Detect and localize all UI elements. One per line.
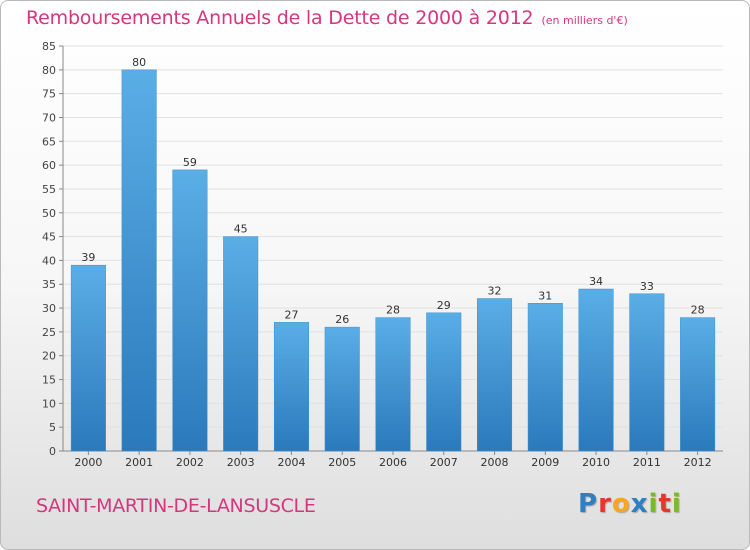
logo-letter: P	[578, 489, 599, 519]
x-tick-label-2010: 2010	[582, 456, 610, 469]
y-tick-label: 45	[42, 231, 56, 244]
y-tick-label: 50	[42, 207, 56, 220]
data-label-2010: 34	[589, 275, 603, 288]
bar-2009	[527, 303, 563, 452]
x-tick-label-2003: 2003	[227, 456, 255, 469]
chart-title: Remboursements Annuels de la Dette de 20…	[26, 7, 534, 29]
bars	[70, 69, 716, 452]
x-tick-label-2000: 2000	[74, 456, 102, 469]
x-tick-label-2007: 2007	[430, 456, 458, 469]
bar-2006	[375, 317, 411, 452]
x-tick-label-2001: 2001	[125, 456, 153, 469]
y-tick-label: 65	[42, 135, 56, 148]
town-name: SAINT-MARTIN-DE-LANSUSCLE	[36, 495, 316, 517]
data-label-2008: 32	[488, 285, 502, 298]
bar-2001	[121, 69, 157, 452]
y-tick-label: 40	[42, 254, 56, 267]
y-tick-label: 60	[42, 159, 56, 172]
x-tick-label-2004: 2004	[277, 456, 305, 469]
data-label-2005: 26	[335, 313, 349, 326]
chart-subtitle: (en milliers d'€)	[541, 14, 628, 27]
data-label-2009: 31	[538, 289, 552, 302]
y-tick-label: 15	[42, 374, 56, 387]
bar-2008	[477, 298, 513, 452]
bar-2004	[273, 322, 309, 452]
x-tick-label-2012: 2012	[684, 456, 712, 469]
data-label-2000: 39	[81, 251, 95, 264]
data-label-2004: 27	[284, 308, 298, 321]
x-tick-label-2011: 2011	[633, 456, 661, 469]
logo-letter: r	[598, 489, 612, 519]
data-label-2011: 33	[640, 280, 654, 293]
x-tick-label-2002: 2002	[176, 456, 204, 469]
y-tick-label: 70	[42, 111, 56, 124]
x-tick-label-2009: 2009	[531, 456, 559, 469]
data-label-2007: 29	[437, 299, 451, 312]
bar-2000	[70, 264, 106, 452]
data-label-2002: 59	[183, 156, 197, 169]
logo-letter: t	[658, 489, 672, 519]
y-tick-label: 5	[49, 421, 56, 434]
y-tick-label: 75	[42, 88, 56, 101]
logo-letter: x	[630, 489, 649, 519]
bar-2012	[680, 317, 716, 452]
y-tick-label: 10	[42, 397, 56, 410]
labels: 0 5 10 15 20 25 30 35 40 45 50 55 60 65 70 75 80 85 39 2000…	[42, 40, 712, 469]
proxiti-logo: Proxiti	[578, 489, 682, 519]
y-tick-label: 20	[42, 350, 56, 363]
y-tick-label: 0	[49, 445, 56, 458]
y-tick-label: 25	[42, 326, 56, 339]
data-label-2006: 28	[386, 304, 400, 317]
y-tick-label: 55	[42, 183, 56, 196]
bar-2003	[223, 236, 259, 452]
bar-2002	[172, 169, 208, 452]
x-tick-label-2006: 2006	[379, 456, 407, 469]
data-label-2012: 28	[691, 304, 705, 317]
bar-2007	[426, 312, 462, 452]
y-tick-label: 30	[42, 302, 56, 315]
x-tick-label-2008: 2008	[481, 456, 509, 469]
x-tick-label-2005: 2005	[328, 456, 356, 469]
bar-2005	[324, 326, 360, 452]
y-tick-label: 85	[42, 40, 56, 53]
y-tick-label: 35	[42, 278, 56, 291]
logo-letter: i	[648, 489, 659, 519]
logo-letter: o	[611, 489, 631, 519]
data-label-2003: 45	[234, 223, 248, 236]
data-label-2001: 80	[132, 56, 146, 69]
title-row: Remboursements Annuels de la Dette de 20…	[26, 7, 628, 29]
logo-letter: i	[671, 489, 682, 519]
y-tick-label: 80	[42, 64, 56, 77]
bar-2010	[578, 288, 614, 452]
bar-2011	[629, 293, 665, 452]
